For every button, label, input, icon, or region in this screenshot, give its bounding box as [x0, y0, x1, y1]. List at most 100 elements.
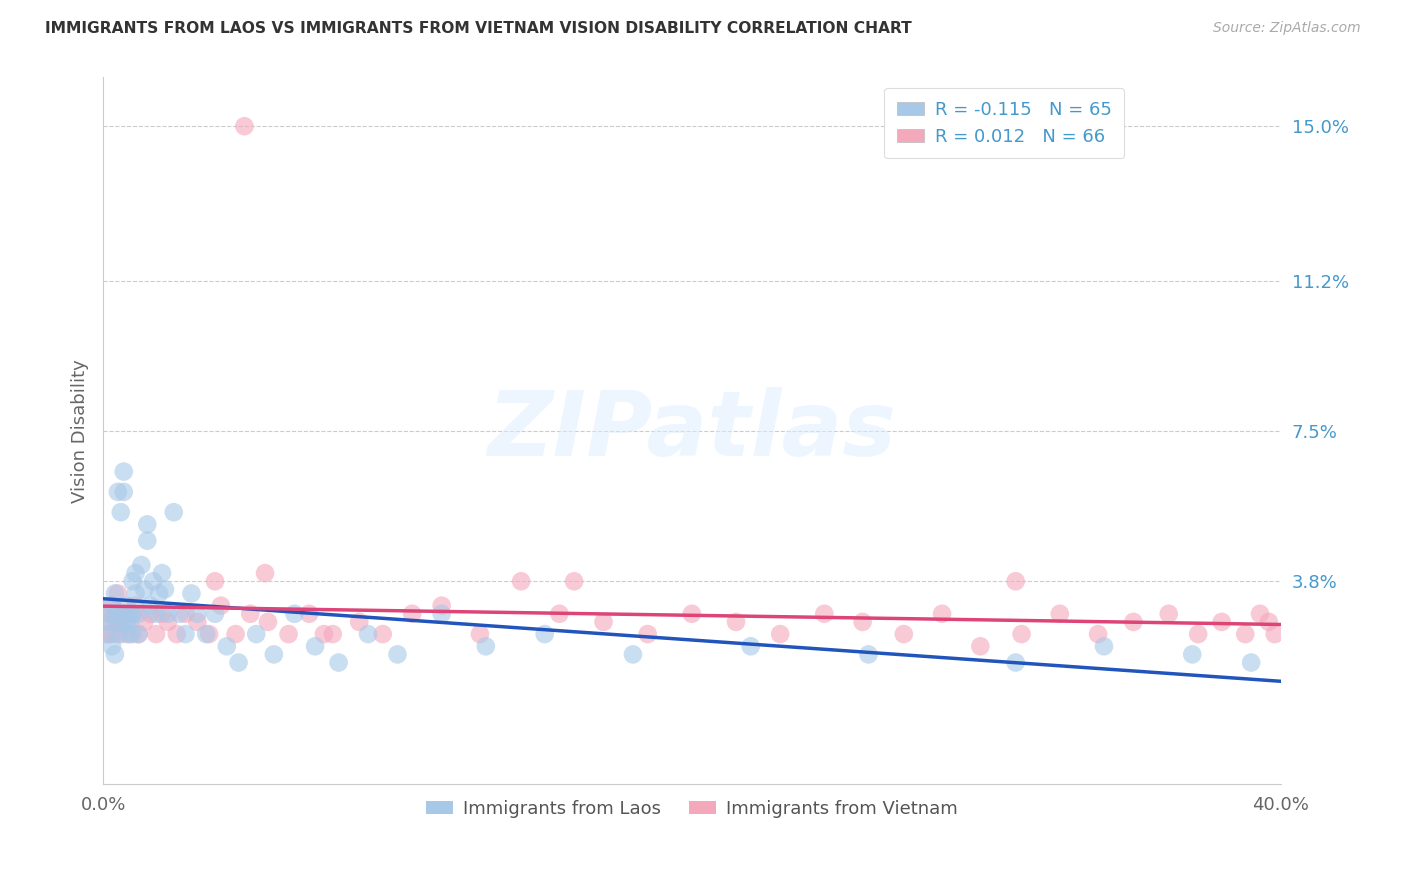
Point — [233, 119, 256, 133]
Point — [931, 607, 953, 621]
Point — [304, 640, 326, 654]
Point — [121, 627, 143, 641]
Point — [121, 607, 143, 621]
Point — [94, 627, 117, 641]
Point — [209, 599, 232, 613]
Point — [253, 566, 276, 581]
Point — [118, 607, 141, 621]
Point — [104, 648, 127, 662]
Point — [124, 599, 146, 613]
Point — [104, 586, 127, 600]
Point — [107, 586, 129, 600]
Point — [347, 615, 370, 629]
Point — [104, 607, 127, 621]
Point — [186, 615, 208, 629]
Point — [142, 574, 165, 589]
Point — [263, 648, 285, 662]
Point — [139, 607, 162, 621]
Point — [1049, 607, 1071, 621]
Point — [215, 640, 238, 654]
Point — [145, 607, 167, 621]
Point — [136, 517, 159, 532]
Point — [145, 627, 167, 641]
Point — [1092, 640, 1115, 654]
Point — [468, 627, 491, 641]
Point — [204, 607, 226, 621]
Point — [153, 582, 176, 597]
Point — [121, 607, 143, 621]
Point — [328, 656, 350, 670]
Point — [387, 648, 409, 662]
Point — [101, 599, 124, 613]
Point — [131, 558, 153, 572]
Point — [101, 599, 124, 613]
Point — [1211, 615, 1233, 629]
Point — [139, 599, 162, 613]
Point — [430, 607, 453, 621]
Point — [621, 648, 644, 662]
Point — [681, 607, 703, 621]
Point — [637, 627, 659, 641]
Point — [112, 484, 135, 499]
Point — [101, 640, 124, 654]
Point — [198, 627, 221, 641]
Point — [1157, 607, 1180, 621]
Point — [245, 627, 267, 641]
Point — [107, 607, 129, 621]
Point — [548, 607, 571, 621]
Point — [112, 607, 135, 621]
Point — [174, 607, 197, 621]
Point — [592, 615, 614, 629]
Point — [724, 615, 747, 629]
Point — [134, 582, 156, 597]
Point — [357, 627, 380, 641]
Point — [371, 627, 394, 641]
Point — [1264, 627, 1286, 641]
Point — [195, 627, 218, 641]
Point — [1187, 627, 1209, 641]
Point — [277, 627, 299, 641]
Y-axis label: Vision Disability: Vision Disability — [72, 359, 89, 503]
Point — [115, 615, 138, 629]
Point — [1011, 627, 1033, 641]
Point — [430, 599, 453, 613]
Point — [136, 533, 159, 548]
Point — [169, 607, 191, 621]
Point — [107, 484, 129, 499]
Point — [115, 615, 138, 629]
Point — [98, 627, 121, 641]
Point — [101, 627, 124, 641]
Point — [110, 615, 132, 629]
Point — [150, 607, 173, 621]
Point — [1240, 656, 1263, 670]
Point — [163, 505, 186, 519]
Point — [1087, 627, 1109, 641]
Legend: Immigrants from Laos, Immigrants from Vietnam: Immigrants from Laos, Immigrants from Vi… — [419, 792, 966, 825]
Point — [148, 586, 170, 600]
Point — [124, 566, 146, 581]
Point — [239, 607, 262, 621]
Point — [533, 627, 555, 641]
Point — [740, 640, 762, 654]
Point — [1004, 656, 1026, 670]
Point — [110, 607, 132, 621]
Point — [1004, 574, 1026, 589]
Point — [110, 505, 132, 519]
Point — [312, 627, 335, 641]
Point — [893, 627, 915, 641]
Point — [186, 607, 208, 621]
Point — [107, 615, 129, 629]
Point — [1234, 627, 1257, 641]
Point — [104, 615, 127, 629]
Point — [858, 648, 880, 662]
Point — [813, 607, 835, 621]
Point — [127, 627, 149, 641]
Point — [107, 627, 129, 641]
Point — [121, 574, 143, 589]
Point — [475, 640, 498, 654]
Point — [115, 627, 138, 641]
Point — [94, 615, 117, 629]
Point — [562, 574, 585, 589]
Point — [1122, 615, 1144, 629]
Point — [180, 586, 202, 600]
